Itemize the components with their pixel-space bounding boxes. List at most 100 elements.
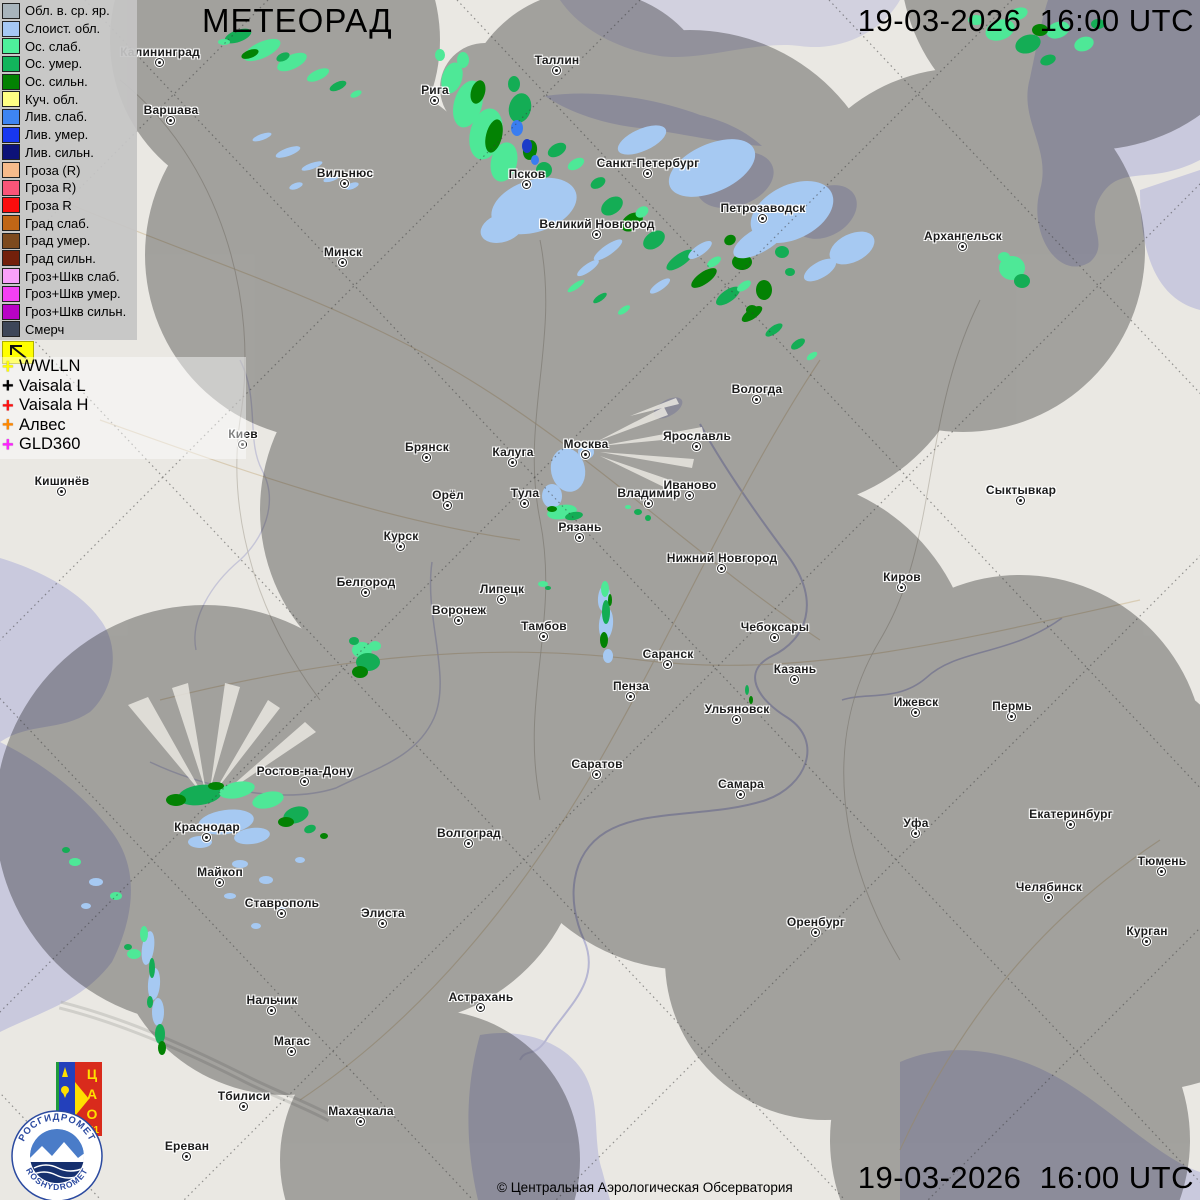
legend-color-swatch (2, 73, 20, 90)
radar-coverage-circle (580, 110, 980, 510)
lightning-network-label: Vaisala L (19, 376, 86, 395)
legend-item-label: Лив. слаб. (25, 109, 88, 125)
precip-echo (593, 239, 623, 261)
precip-echo (140, 926, 148, 942)
legend-item-label: Слоист. обл. (25, 21, 101, 37)
beam-blockage-wedge (598, 407, 668, 441)
precip-echo (985, 19, 1015, 41)
precip-echo (149, 958, 155, 978)
precip-echo (538, 581, 548, 587)
legend-color-swatch (2, 321, 20, 338)
precip-echo (649, 278, 671, 294)
tornado-arrow-icon (10, 345, 27, 359)
rivers-layer (149, 359, 1063, 1061)
precip-echo (1015, 34, 1041, 54)
legend-color-swatch (2, 126, 20, 143)
legend-item-label: Град сильн. (25, 250, 96, 266)
lightning-legend-item: + GLD360 (2, 435, 246, 455)
precip-echo (691, 268, 717, 288)
lightning-network-label: WWLLN (19, 357, 81, 376)
radar-coverage-circle (0, 605, 415, 1025)
precip-echo (522, 139, 532, 153)
precip-echo (577, 259, 599, 277)
legend-color-swatch (2, 179, 20, 196)
precip-echo (1008, 7, 1028, 21)
precip-echo (803, 258, 837, 282)
precip-echo (732, 254, 752, 270)
precip-echo (601, 196, 623, 216)
radar-coverage-circle (110, 745, 460, 1095)
lightning-network-label: GLD360 (19, 435, 81, 454)
precip-echo (733, 221, 787, 259)
radar-coverage-circle (425, 505, 815, 895)
precip-echo (224, 893, 236, 899)
legend-item-label: Град слаб. (25, 215, 90, 231)
legend-item: Град слаб. (2, 214, 137, 232)
precip-echo (600, 632, 608, 648)
precip-echo (508, 76, 520, 92)
legend-item: Ос. умер. (2, 55, 137, 73)
lightning-cross-icon: + (2, 433, 14, 456)
precip-echo (218, 39, 230, 45)
legend-item: Куч. обл. (2, 90, 137, 108)
radar-coverage-circle (379, 234, 805, 660)
legend-color-swatch (2, 162, 20, 179)
precip-echo (219, 781, 255, 799)
precip-echo (277, 52, 307, 72)
legend-item-label: Гроз+Шкв умер. (25, 286, 121, 302)
precip-echo (275, 146, 301, 158)
radar-coverage-circle (110, 0, 440, 205)
beam-blockage-wedge (600, 427, 704, 446)
radar-coverage-circle (380, 425, 720, 765)
legend-color-swatch (2, 232, 20, 249)
precip-echo (668, 139, 756, 197)
legend-color-swatch (2, 20, 20, 37)
radar-coverage-circle (725, 585, 1075, 935)
precip-echo (775, 246, 789, 258)
precip-echo (785, 268, 795, 276)
legend-item-label: Гроза R (25, 197, 72, 213)
legend-color-swatch (2, 144, 20, 161)
precip-echo (536, 162, 552, 178)
mountains-layer (58, 1000, 333, 1122)
precipitation-layer (62, 7, 1105, 1055)
legend-item: Гроза (R) (2, 161, 137, 179)
precip-echo (590, 177, 606, 189)
precip-echo (547, 506, 557, 512)
legend-item: Слоист. обл. (2, 20, 137, 38)
precip-echo (457, 52, 469, 68)
legend-color-swatch (2, 285, 20, 302)
precip-echo (304, 824, 316, 834)
radar-coverage-circle (980, 750, 1200, 1090)
precip-echo (608, 594, 612, 606)
precip-echo (350, 90, 362, 98)
precip-echo (259, 876, 273, 884)
lightning-legend-item: + WWLLN (2, 357, 246, 377)
precip-echo (806, 351, 818, 361)
lightning-legend-item: + Алвес (2, 415, 246, 435)
legend-item: Лив. умер. (2, 126, 137, 144)
legend-item-label: Куч. обл. (25, 91, 79, 107)
precip-echo (295, 857, 305, 863)
lightning-legend-item: + Vaisala L (2, 376, 246, 396)
legend-item-label: Лив. умер. (25, 127, 89, 143)
precip-echo (625, 505, 631, 509)
precip-echo (224, 28, 252, 44)
precip-echo (688, 240, 712, 260)
legend-item: Обл. в. ср. яр. (2, 2, 137, 20)
precip-echo (542, 484, 562, 508)
legend-item-label: Смерч (25, 321, 65, 337)
precipitation-legend: Обл. в. ср. яр. Слоист. обл. Ос. слаб. Ос. … (0, 0, 137, 341)
precip-echo (349, 637, 359, 645)
precip-echo (603, 649, 613, 663)
legend-color-swatch (2, 250, 20, 267)
legend-item-label: Гроза (R) (25, 162, 81, 178)
precip-echo (62, 847, 70, 853)
beam-blockage-wedge (600, 452, 694, 468)
legend-item: Лив. слаб. (2, 108, 137, 126)
legend-color-swatch (2, 303, 20, 320)
precip-echo (301, 161, 323, 171)
precip-echo (707, 256, 721, 268)
